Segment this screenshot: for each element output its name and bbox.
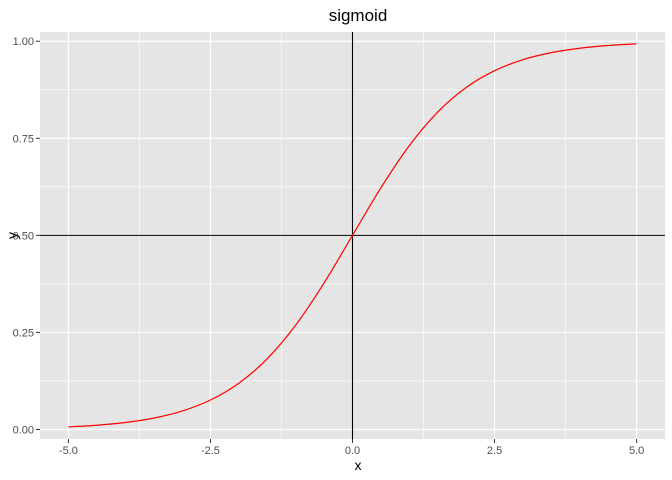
y-axis-title: y — [4, 232, 20, 239]
x-tick-label: -2.5 — [201, 445, 220, 457]
series-line — [68, 43, 637, 428]
series-layer — [68, 43, 637, 428]
y-tick-label: 0.75 — [13, 133, 34, 145]
x-axis-title: x — [355, 457, 362, 473]
y-tick-label: 0.00 — [13, 424, 34, 436]
y-axis: 0.00 0.25 0.50 0.75 1.00 — [13, 36, 40, 436]
x-axis: -5.0 -2.5 0.0 2.5 5.0 — [59, 439, 644, 457]
x-tick-label: 5.0 — [629, 445, 644, 457]
y-tick-label: 1.00 — [13, 36, 34, 48]
y-tick-label: 0.50 — [13, 230, 34, 242]
x-tick-label: 0.0 — [345, 445, 360, 457]
x-tick-label: 2.5 — [487, 445, 502, 457]
y-tick-label: 0.25 — [13, 327, 34, 339]
chart-title: sigmoid — [329, 6, 388, 25]
x-tick-label: -5.0 — [59, 445, 78, 457]
